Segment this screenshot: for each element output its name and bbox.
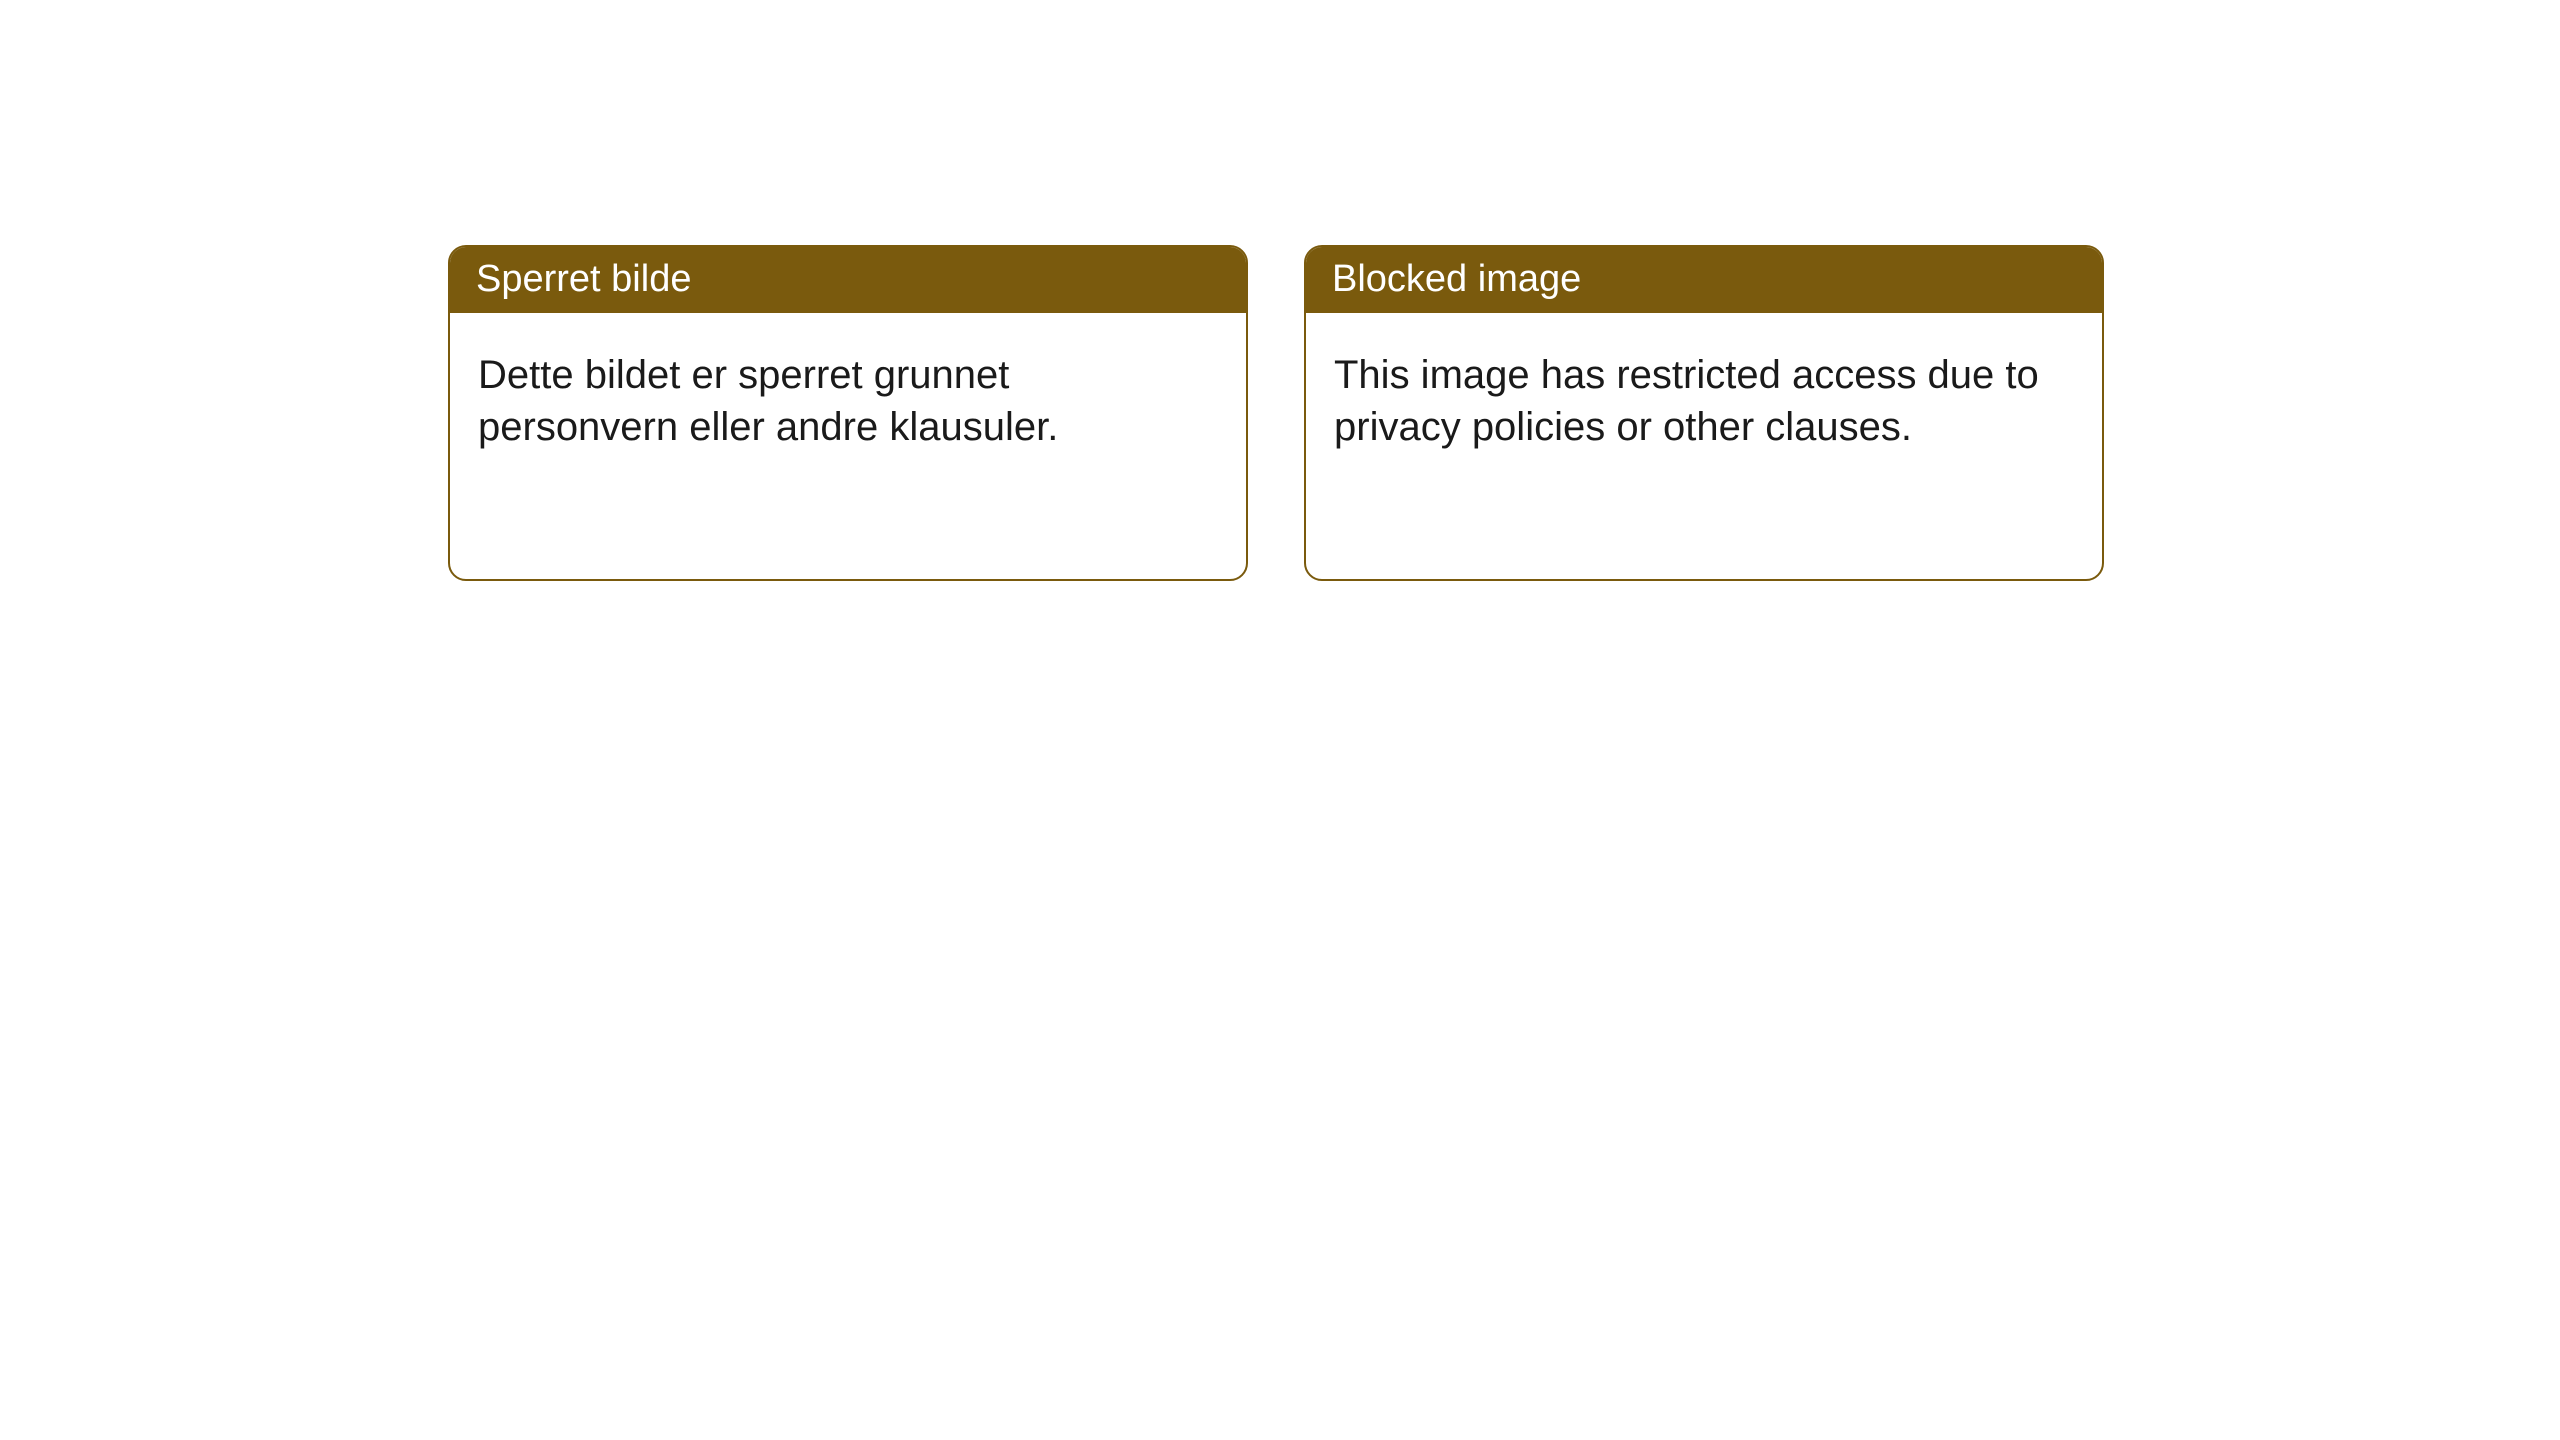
notice-title-english: Blocked image (1306, 247, 2102, 313)
notice-container: Sperret bilde Dette bildet er sperret gr… (448, 245, 2104, 581)
notice-body-english: This image has restricted access due to … (1306, 313, 2102, 489)
notice-card-english: Blocked image This image has restricted … (1304, 245, 2104, 581)
notice-body-norwegian: Dette bildet er sperret grunnet personve… (450, 313, 1246, 489)
notice-title-norwegian: Sperret bilde (450, 247, 1246, 313)
notice-card-norwegian: Sperret bilde Dette bildet er sperret gr… (448, 245, 1248, 581)
